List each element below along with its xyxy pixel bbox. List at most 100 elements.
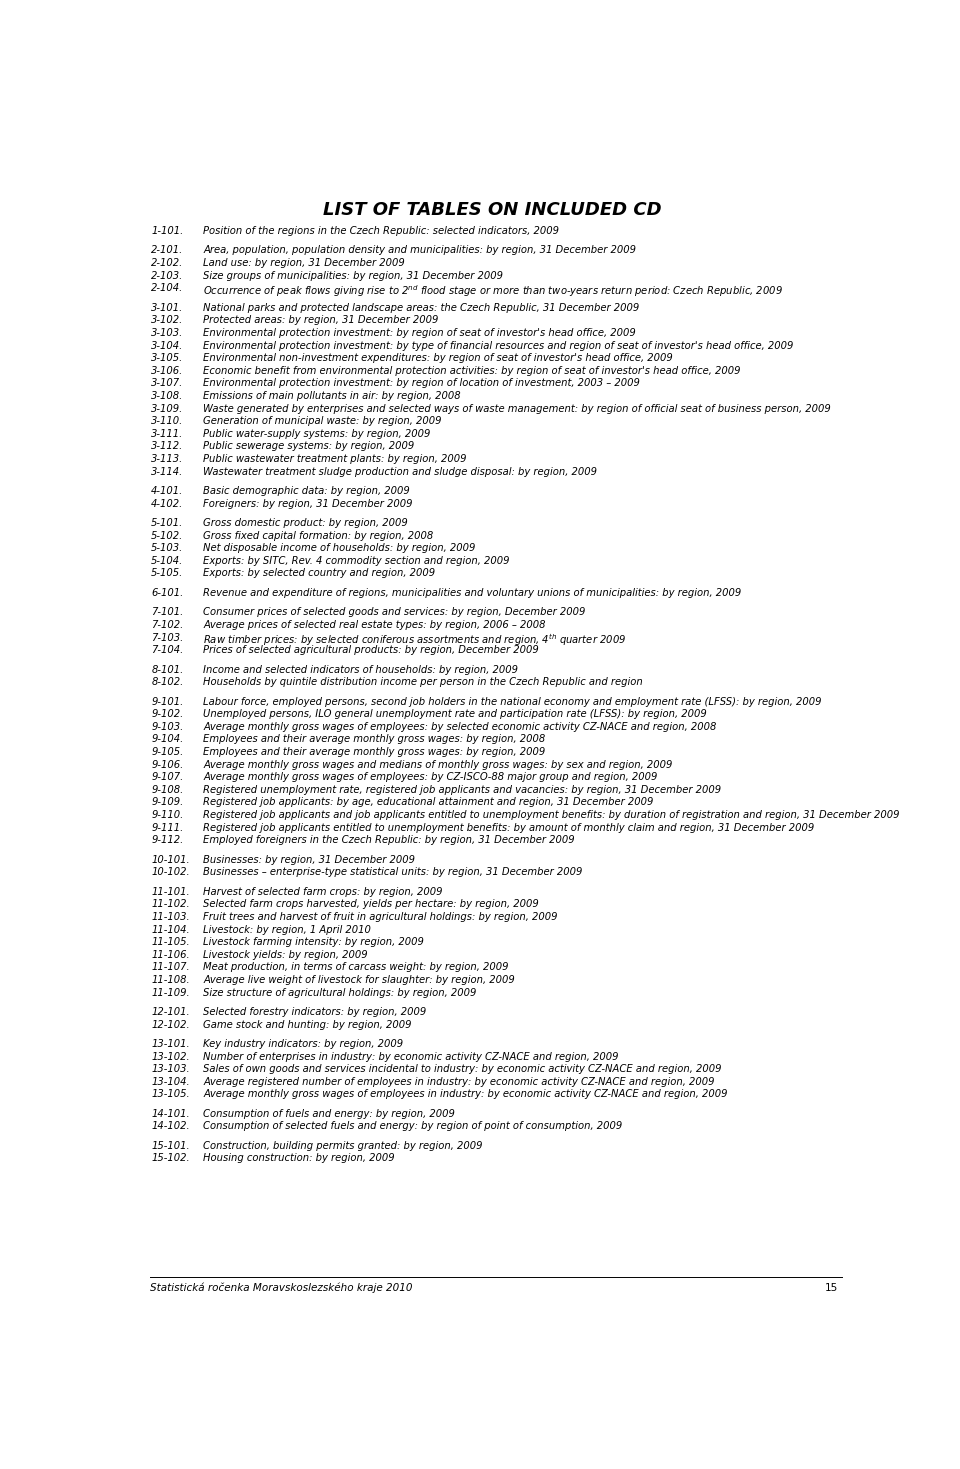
Text: 3-110.: 3-110.: [152, 416, 183, 426]
Text: Land use: by region, 31 December 2009: Land use: by region, 31 December 2009: [204, 259, 405, 267]
Text: 12-101.: 12-101.: [152, 1006, 190, 1017]
Text: Unemployed persons, ILO general unemployment rate and participation rate (LFSS):: Unemployed persons, ILO general unemploy…: [204, 710, 708, 720]
Text: 7-101.: 7-101.: [152, 607, 183, 617]
Text: 3-103.: 3-103.: [152, 328, 183, 338]
Text: 15-102.: 15-102.: [152, 1153, 190, 1163]
Text: Exports: by SITC, Rev. 4 commodity section and region, 2009: Exports: by SITC, Rev. 4 commodity secti…: [204, 555, 510, 566]
Text: Livestock: by region, 1 April 2010: Livestock: by region, 1 April 2010: [204, 924, 372, 934]
Text: Basic demographic data: by region, 2009: Basic demographic data: by region, 2009: [204, 486, 410, 497]
Text: 11-103.: 11-103.: [152, 912, 190, 923]
Text: 5-104.: 5-104.: [152, 555, 183, 566]
Text: 9-107.: 9-107.: [152, 773, 183, 782]
Text: Fruit trees and harvest of fruit in agricultural holdings: by region, 2009: Fruit trees and harvest of fruit in agri…: [204, 912, 558, 923]
Text: Statistická ročenka Moravskoslezského kraje 2010: Statistická ročenka Moravskoslezského kr…: [150, 1282, 412, 1293]
Text: Protected areas: by region, 31 December 2009: Protected areas: by region, 31 December …: [204, 316, 439, 325]
Text: Occurrence of peak flows giving rise to 2$^{\mathregular{nd}}$ flood stage or mo: Occurrence of peak flows giving rise to …: [204, 284, 783, 300]
Text: 3-105.: 3-105.: [152, 353, 183, 363]
Text: 11-102.: 11-102.: [152, 899, 190, 909]
Text: Prices of selected agricultural products: by region, December 2009: Prices of selected agricultural products…: [204, 645, 540, 655]
Text: 2-104.: 2-104.: [152, 284, 183, 294]
Text: 9-109.: 9-109.: [152, 798, 183, 808]
Text: Game stock and hunting: by region, 2009: Game stock and hunting: by region, 2009: [204, 1019, 412, 1030]
Text: 8-102.: 8-102.: [152, 677, 183, 687]
Text: Key industry indicators: by region, 2009: Key industry indicators: by region, 2009: [204, 1039, 403, 1049]
Text: 3-114.: 3-114.: [152, 467, 183, 476]
Text: 11-101.: 11-101.: [152, 887, 190, 896]
Text: 13-104.: 13-104.: [152, 1077, 190, 1087]
Text: 12-102.: 12-102.: [152, 1019, 190, 1030]
Text: Consumption of fuels and energy: by region, 2009: Consumption of fuels and energy: by regi…: [204, 1109, 455, 1119]
Text: 7-103.: 7-103.: [152, 633, 183, 642]
Text: Wastewater treatment sludge production and sludge disposal: by region, 2009: Wastewater treatment sludge production a…: [204, 467, 597, 476]
Text: Registered job applicants: by age, educational attainment and region, 31 Decembe: Registered job applicants: by age, educa…: [204, 798, 654, 808]
Text: Waste generated by enterprises and selected ways of waste management: by region : Waste generated by enterprises and selec…: [204, 404, 831, 414]
Text: Foreigners: by region, 31 December 2009: Foreigners: by region, 31 December 2009: [204, 498, 413, 508]
Text: 4-101.: 4-101.: [152, 486, 183, 497]
Text: 4-102.: 4-102.: [152, 498, 183, 508]
Text: 3-104.: 3-104.: [152, 341, 183, 351]
Text: 9-101.: 9-101.: [152, 696, 183, 707]
Text: Number of enterprises in industry: by economic activity CZ-NACE and region, 2009: Number of enterprises in industry: by ec…: [204, 1052, 619, 1062]
Text: 5-102.: 5-102.: [152, 530, 183, 541]
Text: Livestock yields: by region, 2009: Livestock yields: by region, 2009: [204, 950, 368, 959]
Text: Income and selected indicators of households: by region, 2009: Income and selected indicators of househ…: [204, 664, 518, 674]
Text: 9-110.: 9-110.: [152, 809, 183, 820]
Text: 8-101.: 8-101.: [152, 664, 183, 674]
Text: 3-102.: 3-102.: [152, 316, 183, 325]
Text: Average monthly gross wages of employees in industry: by economic activity CZ-NA: Average monthly gross wages of employees…: [204, 1090, 728, 1099]
Text: 3-109.: 3-109.: [152, 404, 183, 414]
Text: 3-113.: 3-113.: [152, 454, 183, 464]
Text: Sales of own goods and services incidental to industry: by economic activity CZ-: Sales of own goods and services incident…: [204, 1064, 722, 1074]
Text: Registered unemployment rate, registered job applicants and vacancies: by region: Registered unemployment rate, registered…: [204, 784, 722, 795]
Text: Size structure of agricultural holdings: by region, 2009: Size structure of agricultural holdings:…: [204, 987, 477, 997]
Text: 5-103.: 5-103.: [152, 544, 183, 554]
Text: Revenue and expenditure of regions, municipalities and voluntary unions of munic: Revenue and expenditure of regions, muni…: [204, 588, 741, 598]
Text: 11-107.: 11-107.: [152, 962, 190, 972]
Text: 10-102.: 10-102.: [152, 867, 190, 877]
Text: Households by quintile distribution income per person in the Czech Republic and : Households by quintile distribution inco…: [204, 677, 643, 687]
Text: Environmental protection investment: by region of location of investment, 2003 –: Environmental protection investment: by …: [204, 379, 640, 388]
Text: Harvest of selected farm crops: by region, 2009: Harvest of selected farm crops: by regio…: [204, 887, 443, 896]
Text: Average prices of selected real estate types: by region, 2006 – 2008: Average prices of selected real estate t…: [204, 620, 546, 630]
Text: Livestock farming intensity: by region, 2009: Livestock farming intensity: by region, …: [204, 937, 424, 948]
Text: 3-106.: 3-106.: [152, 366, 183, 376]
Text: Average live weight of livestock for slaughter: by region, 2009: Average live weight of livestock for sla…: [204, 975, 516, 986]
Text: 9-105.: 9-105.: [152, 748, 183, 757]
Text: 6-101.: 6-101.: [152, 588, 183, 598]
Text: Businesses – enterprise-type statistical units: by region, 31 December 2009: Businesses – enterprise-type statistical…: [204, 867, 583, 877]
Text: 9-103.: 9-103.: [152, 721, 183, 732]
Text: 5-105.: 5-105.: [152, 569, 183, 579]
Text: Employees and their average monthly gross wages: by region, 2008: Employees and their average monthly gros…: [204, 734, 545, 745]
Text: Gross domestic product: by region, 2009: Gross domestic product: by region, 2009: [204, 519, 408, 527]
Text: Meat production, in terms of carcass weight: by region, 2009: Meat production, in terms of carcass wei…: [204, 962, 509, 972]
Text: 5-101.: 5-101.: [152, 519, 183, 527]
Text: Consumption of selected fuels and energy: by region of point of consumption, 200: Consumption of selected fuels and energy…: [204, 1121, 623, 1131]
Text: 13-105.: 13-105.: [152, 1090, 190, 1099]
Text: Public wastewater treatment plants: by region, 2009: Public wastewater treatment plants: by r…: [204, 454, 467, 464]
Text: Businesses: by region, 31 December 2009: Businesses: by region, 31 December 2009: [204, 855, 416, 865]
Text: Average registered number of employees in industry: by economic activity CZ-NACE: Average registered number of employees i…: [204, 1077, 715, 1087]
Text: 3-112.: 3-112.: [152, 441, 183, 451]
Text: Registered job applicants and job applicants entitled to unemployment benefits: : Registered job applicants and job applic…: [204, 809, 900, 820]
Text: Emissions of main pollutants in air: by region, 2008: Emissions of main pollutants in air: by …: [204, 391, 461, 401]
Text: 9-106.: 9-106.: [152, 759, 183, 770]
Text: Construction, building permits granted: by region, 2009: Construction, building permits granted: …: [204, 1141, 483, 1150]
Text: Average monthly gross wages of employees: by CZ-ISCO-88 major group and region, : Average monthly gross wages of employees…: [204, 773, 658, 782]
Text: 14-101.: 14-101.: [152, 1109, 190, 1119]
Text: Selected forestry indicators: by region, 2009: Selected forestry indicators: by region,…: [204, 1006, 426, 1017]
Text: 7-102.: 7-102.: [152, 620, 183, 630]
Text: 9-108.: 9-108.: [152, 784, 183, 795]
Text: Size groups of municipalities: by region, 31 December 2009: Size groups of municipalities: by region…: [204, 270, 503, 281]
Text: Average monthly gross wages and medians of monthly gross wages: by sex and regio: Average monthly gross wages and medians …: [204, 759, 673, 770]
Text: Economic benefit from environmental protection activities: by region of seat of : Economic benefit from environmental prot…: [204, 366, 741, 376]
Text: 2-102.: 2-102.: [152, 259, 183, 267]
Text: 2-103.: 2-103.: [152, 270, 183, 281]
Text: Consumer prices of selected goods and services: by region, December 2009: Consumer prices of selected goods and se…: [204, 607, 586, 617]
Text: Public sewerage systems: by region, 2009: Public sewerage systems: by region, 2009: [204, 441, 415, 451]
Text: LIST OF TABLES ON INCLUDED CD: LIST OF TABLES ON INCLUDED CD: [323, 201, 661, 219]
Text: Public water-supply systems: by region, 2009: Public water-supply systems: by region, …: [204, 429, 431, 439]
Text: 13-103.: 13-103.: [152, 1064, 190, 1074]
Text: 11-109.: 11-109.: [152, 987, 190, 997]
Text: 3-111.: 3-111.: [152, 429, 183, 439]
Text: Environmental protection investment: by region of seat of investor's head office: Environmental protection investment: by …: [204, 328, 636, 338]
